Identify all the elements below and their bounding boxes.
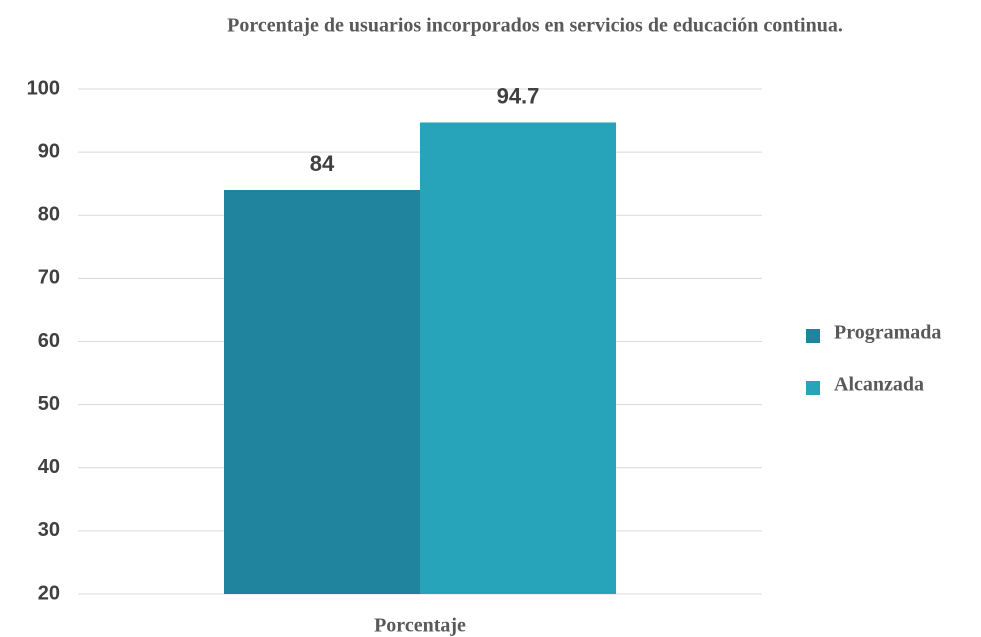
y-tick-label: 50 — [38, 393, 60, 415]
legend-label: Alcanzada — [834, 374, 924, 396]
y-tick-label: 60 — [38, 330, 60, 352]
y-tick-label: 80 — [38, 204, 60, 226]
y-tick-label: 90 — [38, 140, 60, 162]
y-tick-label: 20 — [38, 582, 60, 604]
y-tick-label: 100 — [27, 77, 60, 99]
value-label: 94.7 — [497, 83, 540, 108]
y-tick-label: 30 — [38, 519, 60, 541]
legend-label: Programada — [834, 322, 941, 344]
y-tick-label: 70 — [38, 267, 60, 289]
legend-marker — [806, 329, 820, 343]
value-label: 84 — [310, 151, 335, 176]
x-tick-label: Porcentaje — [374, 615, 466, 637]
legend-marker — [806, 381, 820, 395]
bar — [224, 190, 420, 594]
chart-title: Porcentaje de usuarios incorporados en s… — [227, 15, 843, 37]
y-tick-label: 40 — [38, 456, 60, 478]
bar — [420, 122, 616, 595]
